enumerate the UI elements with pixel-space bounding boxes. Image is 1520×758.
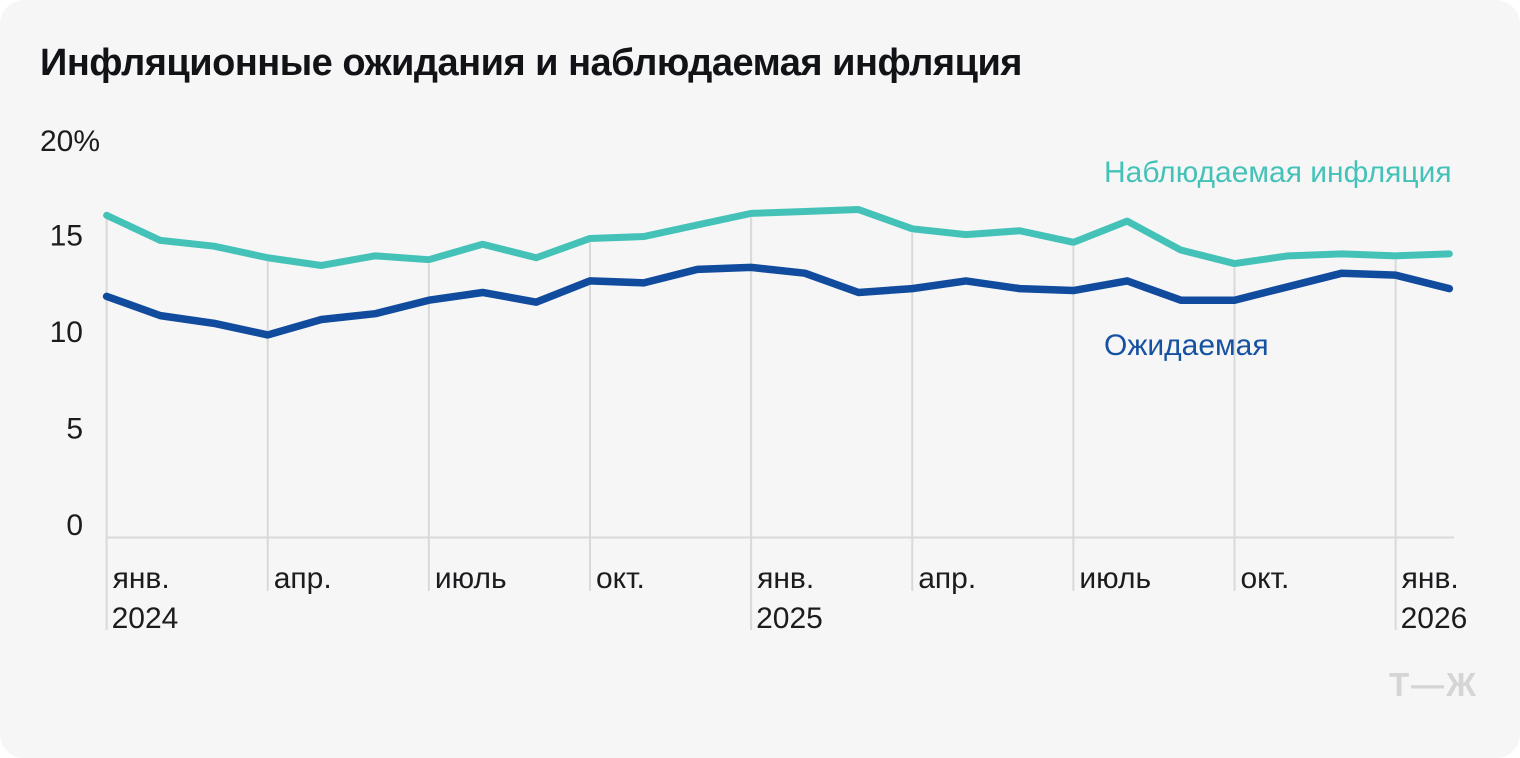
expected-inflation-line [102,263,1454,339]
observed-inflation-line [103,206,1453,269]
tj-logo: Т—Ж [1389,666,1478,703]
y-axis-tick-label: 5 [66,413,83,446]
y-axis-top-label: 20% [40,125,100,158]
x-tick-year-label: 2024 [112,602,179,635]
x-tick-year-label: 2026 [1401,602,1468,635]
x-tick-label: янв. [113,562,170,595]
x-tick-label: апр. [918,562,976,595]
chart-title: Инфляционные ожидания и наблюдаемая инфл… [40,42,1022,84]
y-axis-tick-label: 10 [50,316,83,349]
legend-observed-inflation: Наблюдаемая инфляция [1104,156,1452,189]
y-axis-tick-label: 15 [50,220,83,253]
x-tick-label: апр. [274,562,332,595]
x-tick-label: окт. [596,562,645,595]
x-tick-label: июль [1079,562,1151,595]
y-axis-tick-label: 0 [66,509,83,542]
x-tick-year-label: 2025 [756,602,823,635]
x-tick-label: янв. [1402,562,1459,595]
x-tick-label: июль [435,562,507,595]
x-tick-label: окт. [1241,562,1290,595]
x-tick-label: янв. [757,562,814,595]
legend-expected-inflation: Ожидаемая [1104,329,1269,362]
